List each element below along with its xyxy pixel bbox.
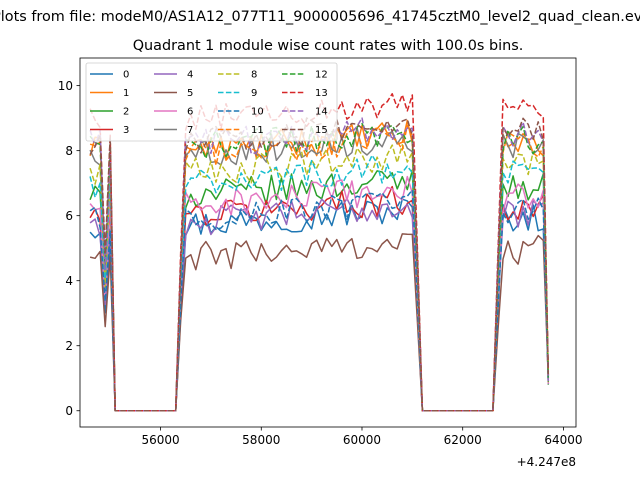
- legend-label-12: 12: [315, 70, 328, 81]
- y-tick-label: 6: [65, 209, 73, 223]
- y-tick-label: 10: [58, 79, 73, 93]
- legend-label-10: 10: [251, 107, 264, 118]
- legend-label-5: 5: [187, 88, 193, 99]
- legend-label-15: 15: [315, 125, 328, 136]
- series-line-11: [89, 124, 550, 412]
- x-tick-label: 62000: [444, 433, 482, 447]
- x-tick-label: 60000: [343, 433, 381, 447]
- legend-label-11: 11: [251, 125, 264, 136]
- legend-label-4: 4: [187, 70, 193, 81]
- series-line-15: [89, 117, 550, 412]
- legend-label-2: 2: [123, 107, 129, 118]
- x-axis: 56000 58000 60000 62000 64000: [141, 427, 583, 447]
- legend-label-1: 1: [123, 88, 129, 99]
- y-tick-label: 4: [65, 274, 73, 288]
- legend-label-9: 9: [251, 88, 257, 99]
- y-tick-label: 2: [65, 339, 73, 353]
- series-line-0: [89, 198, 550, 412]
- y-tick-label: 8: [65, 144, 73, 158]
- chart-suptitle: Plots from file: modeM0/AS1A12_077T11_90…: [0, 9, 640, 25]
- legend-label-7: 7: [187, 125, 193, 136]
- y-tick-label: 0: [65, 404, 73, 418]
- y-axis: 0 2 4 6 8 10: [58, 79, 80, 418]
- series-line-6: [89, 175, 550, 412]
- legend-label-3: 3: [123, 125, 129, 136]
- series-line-10: [89, 189, 550, 412]
- x-tick-label: 58000: [242, 433, 280, 447]
- legend-label-14: 14: [315, 107, 328, 118]
- series-line-14: [89, 117, 550, 412]
- legend-label-0: 0: [123, 70, 129, 81]
- chart-title: Quadrant 1 module wise count rates with …: [133, 38, 524, 54]
- legend-box: [85, 62, 338, 142]
- series-line-12: [89, 122, 550, 412]
- series-line-7: [89, 126, 550, 412]
- series-line-3: [89, 185, 550, 412]
- series-line-5: [89, 233, 550, 412]
- x-tick-label: 56000: [141, 433, 179, 447]
- x-axis-offset-label: +4.247e8: [517, 455, 576, 469]
- series-line-9: [89, 154, 550, 412]
- legend-label-8: 8: [251, 70, 257, 81]
- series-line-4: [89, 197, 550, 412]
- legend-label-6: 6: [187, 107, 193, 118]
- axes-frame: [79, 57, 577, 428]
- x-tick-label: 64000: [544, 433, 582, 447]
- legend-label-13: 13: [315, 88, 328, 99]
